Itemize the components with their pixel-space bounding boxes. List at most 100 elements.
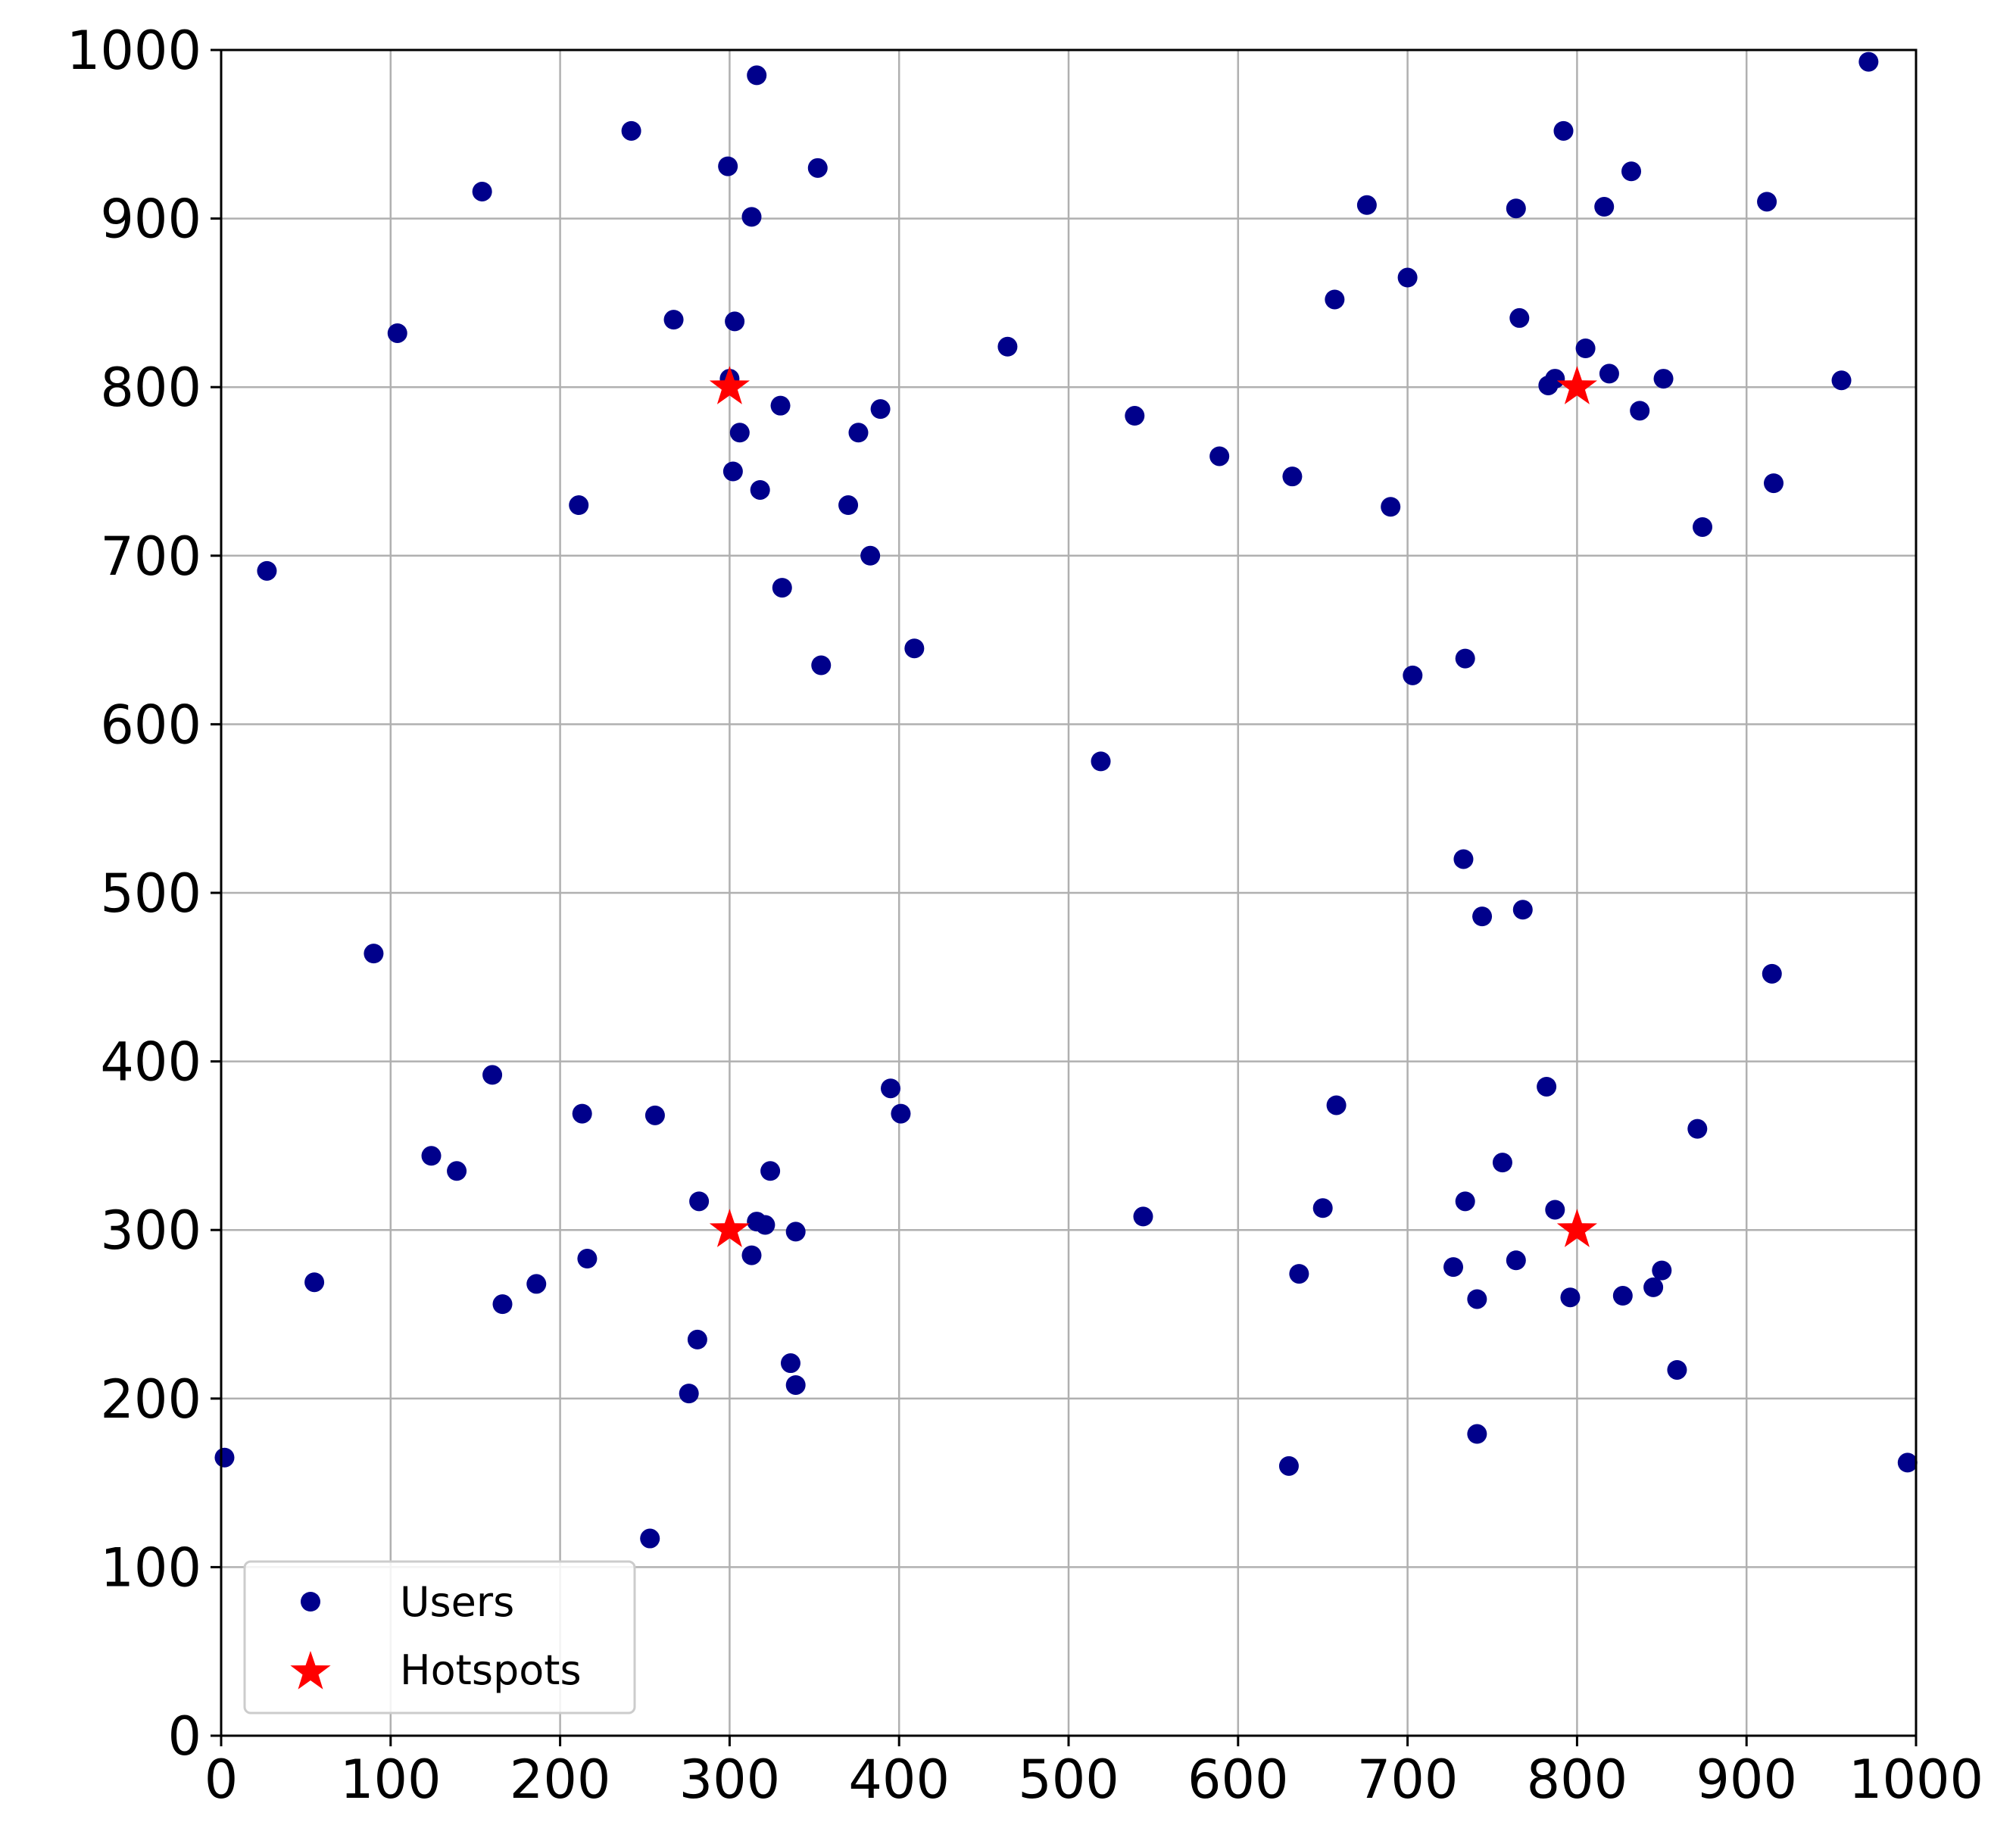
user-point <box>1612 1286 1633 1306</box>
user-point <box>755 1215 776 1235</box>
user-point <box>725 311 745 332</box>
user-point <box>472 181 492 201</box>
x-tick-label: 100 <box>340 1749 442 1811</box>
user-point <box>421 1146 442 1166</box>
user-point <box>729 423 750 443</box>
user-point <box>1356 195 1377 215</box>
y-axis-ticks: 0 100 200 300 400 500 600 700 800 900 1000 <box>67 20 221 1768</box>
x-tick-label: 700 <box>1357 1749 1459 1811</box>
x-tick-label: 500 <box>1018 1749 1119 1811</box>
user-point <box>1492 1153 1512 1173</box>
user-point <box>741 207 762 227</box>
user-point <box>1209 446 1230 466</box>
user-point <box>1506 1250 1526 1271</box>
user-point <box>1455 648 1475 669</box>
user-point <box>780 1353 800 1374</box>
user-point <box>1455 1191 1475 1212</box>
user-point <box>1643 1277 1664 1297</box>
x-tick-label: 900 <box>1696 1749 1797 1811</box>
user-point <box>569 495 589 516</box>
user-point <box>1397 267 1418 288</box>
user-point <box>785 1374 806 1395</box>
user-point <box>644 1105 665 1125</box>
user-point <box>1125 406 1145 426</box>
user-point <box>1509 307 1530 328</box>
user-point <box>1467 1424 1487 1444</box>
user-point <box>1687 1119 1708 1139</box>
user-point <box>891 1103 911 1124</box>
legend-box <box>243 1560 636 1715</box>
user-point <box>482 1065 503 1085</box>
hotspot-star <box>709 366 750 404</box>
user-point <box>881 1078 901 1099</box>
user-point <box>811 655 832 676</box>
hotspot-star <box>1556 1209 1597 1247</box>
y-tick-label: 300 <box>100 1200 201 1262</box>
user-point <box>1560 1287 1581 1308</box>
user-point <box>1652 1260 1672 1281</box>
user-point <box>447 1161 467 1181</box>
user-point <box>214 1447 235 1468</box>
user-point <box>577 1249 598 1269</box>
user-point <box>1381 497 1401 517</box>
user-point <box>904 638 925 659</box>
user-point <box>1133 1206 1153 1227</box>
y-tick-label: 500 <box>100 863 201 925</box>
x-tick-label: 400 <box>848 1749 950 1811</box>
x-tick-label: 600 <box>1187 1749 1289 1811</box>
x-axis-ticks: 0 100 200 300 400 500 600 700 800 900 1000 <box>204 1736 1983 1811</box>
user-point <box>640 1528 660 1549</box>
y-tick-label: 800 <box>100 357 201 419</box>
user-point <box>741 1245 762 1265</box>
legend-hotspots-label: Hotspots <box>400 1646 582 1694</box>
user-point <box>364 944 384 964</box>
user-point <box>663 310 684 330</box>
user-point <box>997 336 1018 357</box>
user-point <box>1289 1264 1309 1284</box>
user-point <box>1326 1095 1347 1115</box>
hotspot-star <box>1556 366 1597 404</box>
x-tick-label: 300 <box>679 1749 781 1811</box>
user-point <box>807 158 828 178</box>
y-tick-label: 100 <box>100 1537 201 1599</box>
user-point <box>687 1329 707 1349</box>
legend-hotspots-marker <box>290 1651 331 1690</box>
user-point <box>1621 161 1642 182</box>
user-point <box>1594 197 1615 217</box>
hotspots-series <box>709 366 1597 1247</box>
user-point <box>1762 963 1782 984</box>
user-point <box>1575 339 1596 359</box>
y-tick-label: 0 <box>167 1705 201 1768</box>
y-tick-label: 900 <box>100 189 201 251</box>
user-point <box>1506 198 1526 219</box>
user-point <box>387 323 407 343</box>
user-point <box>492 1294 513 1315</box>
user-point <box>1757 192 1777 212</box>
user-point <box>1858 51 1879 72</box>
user-point <box>1325 289 1345 310</box>
x-tick-label: 0 <box>204 1749 239 1811</box>
user-point <box>257 560 277 581</box>
user-point <box>1545 1200 1565 1220</box>
user-point <box>838 495 859 516</box>
user-point <box>718 156 738 176</box>
user-point <box>848 423 869 443</box>
user-point <box>760 1161 781 1181</box>
y-tick-label: 1000 <box>67 20 201 82</box>
user-point <box>1538 375 1559 395</box>
user-point <box>621 120 641 141</box>
user-point <box>304 1272 325 1293</box>
y-tick-label: 700 <box>100 526 201 588</box>
user-point <box>770 395 791 416</box>
user-point <box>1443 1257 1464 1278</box>
user-point <box>1831 370 1852 391</box>
user-point <box>750 479 770 500</box>
user-point <box>1091 751 1111 772</box>
user-point <box>1630 401 1650 421</box>
user-point <box>1403 665 1423 685</box>
users-series <box>214 51 1918 1549</box>
user-point <box>1472 906 1493 927</box>
legend-users-label: Users <box>400 1578 514 1626</box>
